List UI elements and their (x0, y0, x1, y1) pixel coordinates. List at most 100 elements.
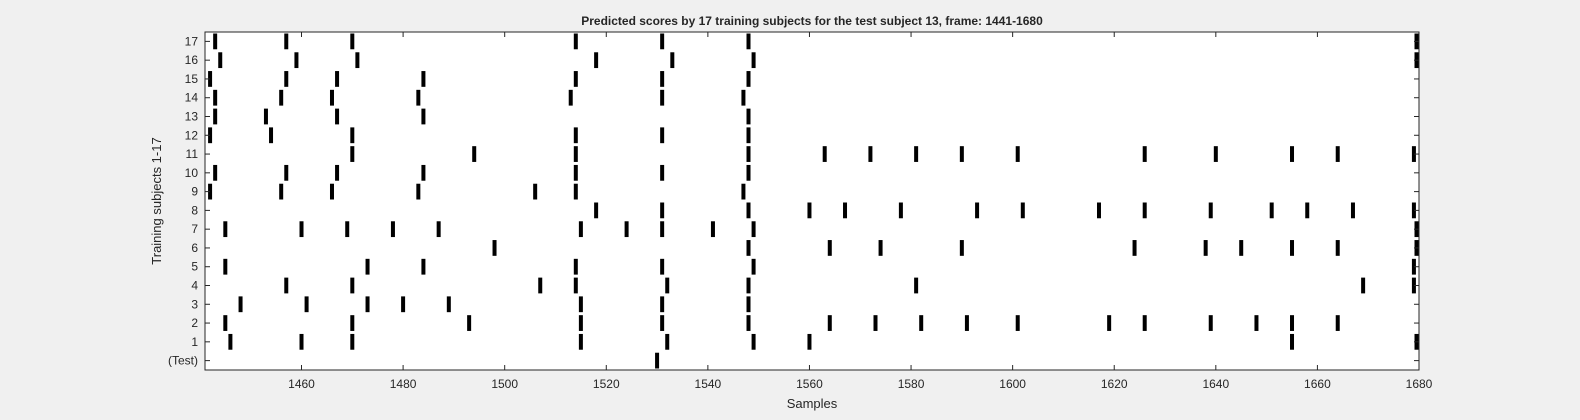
event-mark (467, 315, 472, 331)
event-mark (533, 183, 538, 200)
event-mark (1020, 202, 1025, 219)
event-mark (416, 183, 421, 200)
event-mark (350, 127, 355, 144)
event-mark (878, 240, 883, 256)
event-mark (1350, 202, 1355, 219)
event-mark (1305, 202, 1310, 219)
event-mark (964, 315, 969, 331)
event-mark (208, 183, 213, 200)
event-mark (345, 221, 350, 238)
y-tick-label: 3 (191, 297, 198, 311)
x-axis-label: Samples (787, 396, 838, 411)
event-mark (1411, 146, 1416, 162)
event-mark (573, 33, 578, 50)
event-mark (284, 277, 289, 294)
x-tick-label: 1660 (1304, 377, 1331, 391)
event-mark (746, 315, 751, 331)
event-mark (213, 108, 218, 125)
event-mark (294, 52, 299, 69)
y-tick-label: 5 (191, 260, 198, 274)
x-tick-label: 1500 (491, 377, 518, 391)
event-mark (1290, 315, 1295, 331)
event-mark (746, 164, 751, 181)
y-tick-label: 12 (185, 128, 199, 142)
event-mark (329, 183, 334, 200)
event-mark (238, 296, 243, 313)
event-mark (660, 221, 665, 238)
event-mark (1239, 240, 1244, 256)
y-tick-label: 13 (185, 110, 199, 124)
event-mark (660, 296, 665, 313)
event-mark (670, 52, 675, 69)
x-axis: 1460 1480 1500 1520 1540 1560 1580 1600 1620 1640… (288, 32, 1433, 391)
event-mark (208, 71, 213, 87)
event-mark (223, 221, 228, 238)
event-mark (746, 146, 751, 162)
event-mark (741, 183, 746, 200)
event-mark (1269, 202, 1274, 219)
event-mark (568, 89, 573, 106)
event-mark (416, 89, 421, 106)
event-mark (807, 202, 812, 219)
event-mark (446, 296, 451, 313)
event-mark (365, 296, 370, 313)
event-mark (660, 127, 665, 144)
event-mark (741, 89, 746, 106)
x-tick-label: 1680 (1406, 377, 1433, 391)
x-tick-label: 1540 (695, 377, 722, 391)
event-mark (578, 221, 583, 238)
event-mark (660, 258, 665, 275)
event-mark (269, 127, 274, 144)
event-mark (573, 277, 578, 294)
event-mark (660, 315, 665, 331)
event-mark (573, 164, 578, 181)
event-mark (751, 333, 756, 350)
y-tick-label: 9 (191, 185, 198, 199)
event-mark (1335, 240, 1340, 256)
event-mark (1411, 258, 1416, 275)
event-mark (1015, 315, 1020, 331)
event-mark (975, 202, 980, 219)
x-tick-label: 1480 (390, 377, 417, 391)
y-tick-label: 1 (191, 335, 198, 349)
event-mark (573, 127, 578, 144)
event-mark (390, 221, 395, 238)
y-tick-label: 2 (191, 316, 198, 330)
event-mark (228, 333, 233, 350)
event-mark (822, 146, 827, 162)
event-mark (746, 240, 751, 256)
event-mark (335, 164, 340, 181)
event-mark (746, 202, 751, 219)
event-mark (594, 202, 599, 219)
event-mark (1361, 277, 1366, 294)
event-mark (279, 183, 284, 200)
event-mark (578, 333, 583, 350)
event-mark (538, 277, 543, 294)
event-mark (1015, 146, 1020, 162)
event-mark (573, 183, 578, 200)
event-mark (335, 71, 340, 87)
event-mark (746, 277, 751, 294)
axes-box (204, 31, 1420, 371)
y-tick-label: 11 (186, 147, 199, 161)
event-mark (350, 315, 355, 331)
event-mark (594, 52, 599, 69)
event-mark (1208, 202, 1213, 219)
chart-title: Predicted scores by 17 training subjects… (581, 14, 1043, 28)
event-mark (751, 52, 756, 69)
event-mark (573, 146, 578, 162)
event-mark (1213, 146, 1218, 162)
event-mark (350, 33, 355, 50)
event-mark (898, 202, 903, 219)
event-mark (1290, 333, 1295, 350)
event-mark (213, 89, 218, 106)
event-mark (1411, 277, 1416, 294)
event-mark (751, 258, 756, 275)
event-mark (436, 221, 441, 238)
event-mark (746, 71, 751, 87)
event-mark (421, 164, 426, 181)
y-tick-label: (Test) (168, 354, 198, 368)
event-mark (213, 164, 218, 181)
event-mark (421, 108, 426, 125)
